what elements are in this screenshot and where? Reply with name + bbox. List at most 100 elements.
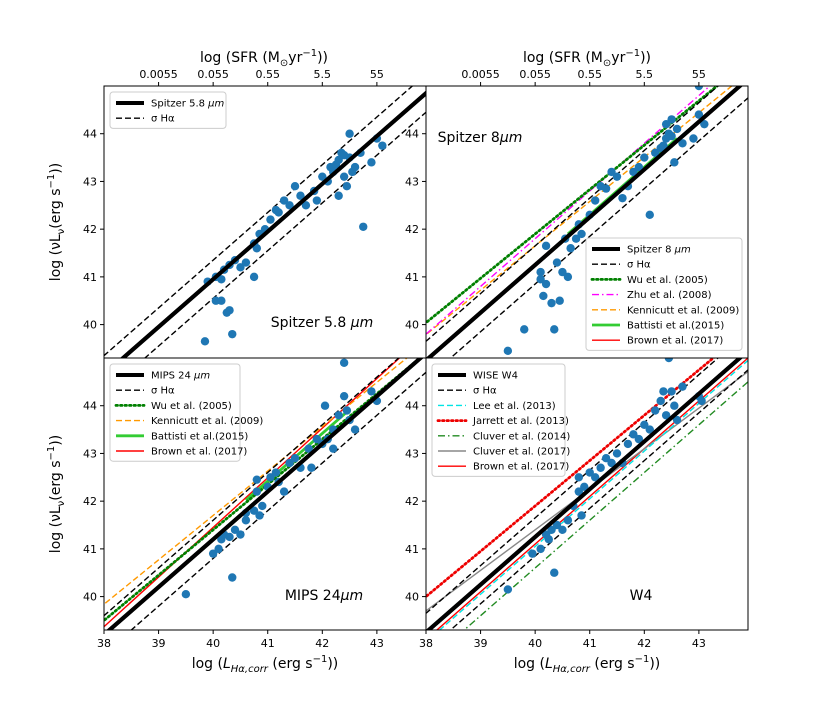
fit-line bbox=[244, 408, 351, 502]
legend-label: Spitzer 8 μm bbox=[627, 245, 691, 256]
data-point bbox=[563, 272, 573, 282]
data-point bbox=[252, 487, 262, 496]
data-point bbox=[230, 525, 240, 534]
data-point bbox=[367, 158, 376, 167]
y-tick-label: 43 bbox=[405, 175, 419, 188]
panel-bottom-left: 38 39 40 41 42 43 40 41 42 43 44 MIPS 24μm MIPS 24 μ… bbox=[83, 357, 427, 650]
legend-label: WISE W4 bbox=[473, 371, 518, 382]
y-tick-label: 43 bbox=[405, 447, 419, 460]
data-point bbox=[566, 244, 575, 253]
top-tick-label: 0.055 bbox=[197, 68, 229, 81]
top-tick-label: 0.055 bbox=[519, 68, 551, 81]
legend-label: MIPS 24 μm bbox=[151, 371, 210, 382]
top-tick-label: 0.0055 bbox=[461, 68, 500, 81]
data-point bbox=[577, 511, 586, 520]
data-point bbox=[279, 196, 289, 205]
data-point bbox=[271, 468, 281, 477]
data-point bbox=[700, 119, 709, 129]
data-point bbox=[214, 544, 223, 554]
data-point bbox=[536, 544, 545, 554]
data-point bbox=[312, 434, 322, 444]
data-point bbox=[596, 463, 605, 472]
legend-label: σ Hα bbox=[151, 114, 175, 125]
y-tick-label: 42 bbox=[405, 495, 419, 508]
data-point bbox=[590, 473, 600, 482]
panel-label: MIPS 24μm bbox=[285, 588, 363, 604]
fit-line bbox=[426, 86, 711, 336]
y-axis-title-bottom: log (νLν(erg s−1)) bbox=[46, 435, 67, 553]
data-point bbox=[225, 532, 234, 542]
y-tick-label: 40 bbox=[83, 319, 97, 332]
data-point bbox=[574, 473, 584, 482]
data-point bbox=[694, 86, 704, 91]
data-point bbox=[339, 150, 349, 160]
data-point bbox=[656, 396, 665, 406]
data-point bbox=[312, 196, 322, 205]
legend-label: Zhu et al. (2008) bbox=[627, 290, 712, 301]
data-point bbox=[249, 272, 259, 282]
data-point bbox=[651, 406, 660, 415]
x-tick-label: 43 bbox=[370, 637, 384, 650]
x-tick-label: 41 bbox=[583, 637, 597, 650]
fit-line bbox=[426, 358, 716, 599]
y-tick-label: 41 bbox=[83, 543, 97, 556]
x-tick-label: 42 bbox=[637, 637, 651, 650]
data-point bbox=[279, 487, 289, 496]
data-point bbox=[640, 420, 649, 430]
y-tick-label: 43 bbox=[83, 175, 97, 188]
legend-label: Cluver et al. (2014) bbox=[473, 431, 570, 442]
data-point bbox=[503, 585, 513, 594]
data-point bbox=[541, 279, 551, 289]
data-point bbox=[181, 590, 191, 599]
top-tick-label: 55 bbox=[692, 68, 706, 81]
top-tick-label: 55 bbox=[370, 68, 384, 81]
data-point bbox=[558, 267, 567, 277]
main-fit-line bbox=[426, 358, 743, 630]
data-point bbox=[296, 191, 305, 200]
legend-label: σ Hα bbox=[627, 260, 651, 271]
data-point bbox=[670, 401, 679, 410]
x-tick-label: 41 bbox=[261, 637, 275, 650]
data-point bbox=[539, 291, 548, 301]
fit-line bbox=[104, 358, 408, 606]
data-point bbox=[301, 201, 311, 210]
data-point bbox=[320, 401, 330, 410]
top-tick-label: 5.5 bbox=[636, 68, 654, 81]
data-point bbox=[285, 201, 294, 210]
y-tick-label: 44 bbox=[83, 128, 97, 141]
y-axis-title-top: log (νLν(erg s−1)) bbox=[46, 163, 67, 281]
data-point bbox=[607, 167, 616, 177]
data-point bbox=[555, 296, 564, 305]
fit-line bbox=[104, 358, 401, 628]
x-axis-title: log (LHα,corr (erg s−1)) bbox=[192, 654, 339, 675]
data-point bbox=[329, 444, 338, 453]
data-point bbox=[318, 172, 327, 181]
data-point bbox=[550, 325, 559, 334]
data-point bbox=[536, 275, 545, 284]
legend: Spitzer 8 μm σ Hα Wu et al. (2005) Zhu et a… bbox=[585, 237, 743, 351]
data-point bbox=[697, 396, 706, 406]
data-point bbox=[228, 573, 237, 582]
data-point bbox=[667, 115, 676, 124]
data-point bbox=[640, 153, 649, 162]
data-point bbox=[342, 406, 352, 415]
data-point bbox=[694, 110, 704, 119]
legend: Spitzer 5.8 μm σ Hα bbox=[109, 91, 227, 129]
data-point bbox=[274, 208, 283, 217]
fit-line bbox=[449, 369, 748, 630]
data-point bbox=[222, 308, 231, 317]
panel-top-left: 40 41 42 43 44 0.0055 0.055 0.55 5.5 55 Spitzer 5.… bbox=[83, 68, 427, 362]
data-point bbox=[350, 162, 360, 172]
data-point bbox=[378, 141, 387, 150]
data-point bbox=[672, 415, 682, 425]
fit-line bbox=[130, 371, 426, 630]
data-point bbox=[659, 387, 668, 396]
data-point bbox=[503, 346, 513, 356]
data-point bbox=[580, 482, 589, 492]
data-point bbox=[339, 172, 349, 181]
data-point bbox=[623, 439, 633, 449]
fit-line bbox=[104, 86, 414, 357]
data-point bbox=[667, 131, 676, 141]
fit-line bbox=[426, 86, 733, 336]
data-point bbox=[629, 167, 638, 177]
